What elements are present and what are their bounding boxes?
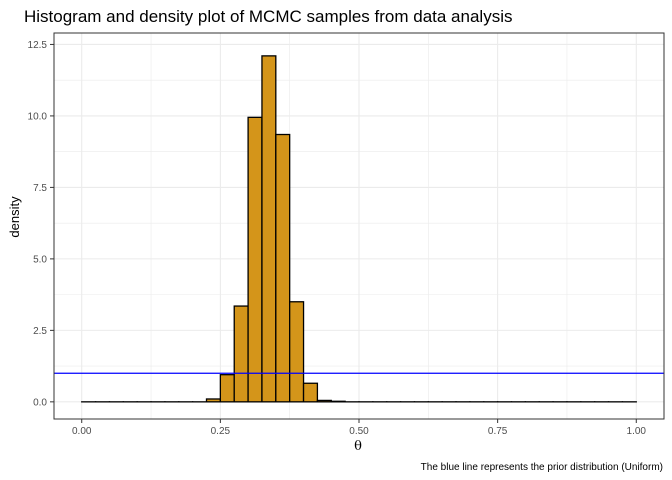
x-axis-title: θ bbox=[354, 439, 362, 454]
y-tick-label: 0.0 bbox=[33, 397, 47, 408]
y-axis-ticks: 0.0 2.5 5.0 7.5 10.0 12.5 bbox=[28, 40, 54, 408]
histogram-bars bbox=[81, 55, 637, 403]
y-axis-title: density bbox=[7, 196, 22, 238]
x-tick-label: 0.50 bbox=[349, 426, 369, 437]
x-tick-label: 0.75 bbox=[488, 426, 508, 437]
histogram-bar bbox=[316, 399, 332, 403]
histogram-bar bbox=[289, 301, 305, 403]
histogram-bar bbox=[205, 398, 222, 403]
histogram-bar bbox=[219, 374, 235, 403]
x-tick-label: 0.00 bbox=[72, 426, 92, 437]
histogram-bar bbox=[330, 400, 346, 403]
y-tick-label: 2.5 bbox=[33, 326, 47, 337]
histogram-bar bbox=[261, 55, 277, 403]
histogram-bar bbox=[275, 133, 291, 403]
y-tick-label: 10.0 bbox=[28, 111, 48, 122]
histogram-bar bbox=[247, 116, 263, 403]
y-tick-label: 7.5 bbox=[33, 183, 47, 194]
x-tick-label: 1.00 bbox=[627, 426, 647, 437]
histogram-bar bbox=[233, 305, 249, 403]
y-tick-label: 12.5 bbox=[28, 40, 48, 51]
x-axis-ticks: 0.00 0.25 0.50 0.75 1.00 bbox=[72, 419, 646, 437]
x-tick-label: 0.25 bbox=[211, 426, 231, 437]
chart-title: Histogram and density plot of MCMC sampl… bbox=[24, 7, 512, 26]
histogram-bar bbox=[302, 382, 319, 403]
chart-caption: The blue line represents the prior distr… bbox=[421, 462, 663, 473]
y-tick-label: 5.0 bbox=[33, 254, 47, 265]
grid-lines bbox=[54, 33, 664, 419]
